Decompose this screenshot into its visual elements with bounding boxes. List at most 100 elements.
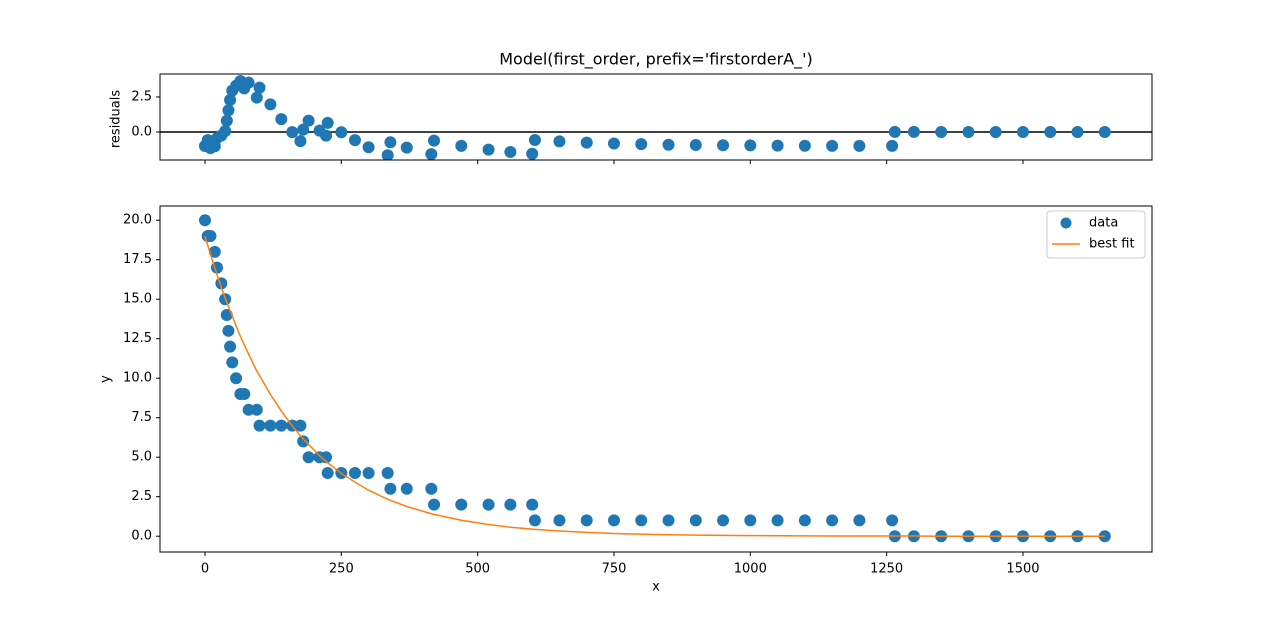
point xyxy=(321,467,334,480)
point xyxy=(553,514,566,527)
point xyxy=(335,126,348,139)
legend-label: data xyxy=(1089,216,1118,231)
y-tick-label: 2.5 xyxy=(131,89,152,104)
y-tick-label: 5.0 xyxy=(131,450,152,465)
x-tick-label: 750 xyxy=(602,562,627,577)
point xyxy=(222,104,235,117)
point xyxy=(771,139,784,152)
point xyxy=(381,467,394,480)
point xyxy=(400,482,413,495)
point xyxy=(580,136,593,149)
point xyxy=(348,467,361,480)
point xyxy=(348,134,361,147)
point xyxy=(1098,125,1111,138)
point xyxy=(635,138,648,151)
fit-line xyxy=(204,235,1105,537)
point xyxy=(528,514,541,527)
point xyxy=(886,139,899,152)
point xyxy=(428,134,441,147)
point xyxy=(935,125,948,138)
point xyxy=(250,91,263,104)
point xyxy=(264,98,277,111)
legend-label: best fit xyxy=(1089,237,1135,252)
point xyxy=(989,125,1002,138)
point xyxy=(384,136,397,149)
point xyxy=(553,135,566,148)
point xyxy=(400,141,413,154)
point xyxy=(320,451,333,464)
point xyxy=(320,129,333,142)
legend-marker xyxy=(1060,217,1072,229)
x-tick-label: 250 xyxy=(329,562,354,577)
point xyxy=(219,125,232,138)
point xyxy=(275,419,288,432)
point xyxy=(826,514,839,527)
x-tick-label: 1000 xyxy=(734,562,767,577)
plot-area xyxy=(198,214,1111,543)
x-tick-label: 0 xyxy=(201,562,209,577)
point xyxy=(1044,125,1057,138)
y-tick-label: 20.0 xyxy=(123,213,152,228)
point xyxy=(455,139,468,152)
point xyxy=(717,139,730,152)
point xyxy=(607,514,620,527)
point xyxy=(504,146,517,159)
point xyxy=(482,143,495,156)
point xyxy=(428,498,441,511)
point xyxy=(294,135,307,148)
y-tick-label: 0.0 xyxy=(131,124,152,139)
point xyxy=(222,324,235,337)
y-axis-label: y xyxy=(99,375,114,383)
y-tick-label: 0.0 xyxy=(131,529,152,544)
point xyxy=(1016,125,1029,138)
point xyxy=(226,356,239,369)
y-tick-label: 15.0 xyxy=(123,292,152,307)
point xyxy=(286,126,299,139)
point xyxy=(528,133,541,146)
point xyxy=(253,419,266,432)
point xyxy=(250,403,263,416)
point xyxy=(204,230,217,243)
axes-frame xyxy=(159,73,1153,161)
point xyxy=(744,514,757,527)
point xyxy=(381,149,394,160)
y-tick-label: 2.5 xyxy=(131,489,152,504)
point xyxy=(294,419,307,432)
point xyxy=(297,435,310,448)
point xyxy=(208,245,221,258)
point xyxy=(238,388,251,401)
point xyxy=(717,514,730,527)
point xyxy=(1071,125,1084,138)
point xyxy=(1098,530,1111,543)
point xyxy=(662,138,675,151)
point xyxy=(744,139,757,152)
point xyxy=(853,514,866,527)
point xyxy=(264,419,277,432)
y-tick-label: 12.5 xyxy=(123,331,152,346)
point xyxy=(362,141,375,154)
y-tick-label: 7.5 xyxy=(131,410,152,425)
x-tick-label: 1250 xyxy=(870,562,903,577)
point xyxy=(224,94,237,107)
point xyxy=(384,482,397,495)
point xyxy=(425,482,438,495)
point xyxy=(798,514,811,527)
point xyxy=(242,76,255,89)
point xyxy=(253,81,266,94)
point xyxy=(198,214,211,227)
point xyxy=(771,514,784,527)
point xyxy=(321,116,334,129)
point xyxy=(425,148,438,160)
point xyxy=(853,139,866,152)
legend-box xyxy=(1046,210,1146,259)
point xyxy=(504,498,517,511)
point xyxy=(888,125,901,138)
x-axis-label: x xyxy=(652,580,660,595)
point xyxy=(826,139,839,152)
point xyxy=(689,139,702,152)
point xyxy=(886,514,899,527)
point xyxy=(220,114,233,127)
point xyxy=(962,125,975,138)
point xyxy=(526,147,539,160)
